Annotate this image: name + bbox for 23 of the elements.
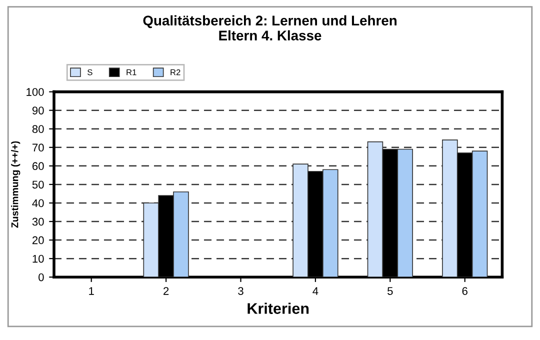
x-tick-label: 4 [312,287,318,295]
x-tick-label: 3 [238,287,244,295]
y-tick-label: 90 [32,106,44,114]
x-tick-label: 6 [462,287,468,295]
y-tick-label: 10 [32,254,44,263]
y-tick-label: 100 [26,88,44,96]
y-tick-label: 50 [32,180,44,189]
y-tick-label: 40 [32,199,44,208]
x-tick-label: 5 [388,287,393,295]
legend-label: R2 [170,69,180,76]
y-tick-label: 60 [32,162,44,170]
legend-label: R1 [126,69,136,76]
x-tick-label: 2 [164,287,169,295]
y-tick-label: 0 [38,273,44,282]
legend-label: S [88,69,92,76]
x-tick-label: 1 [89,287,94,295]
y-tick-label: 20 [32,236,44,244]
x-axis-title: Kriterien [248,302,309,314]
y-tick-label: 80 [32,125,44,133]
y-axis-title: Zustimmung (++/+) [11,141,20,228]
y-tick-label: 70 [32,144,44,152]
chart-title: Qualitätsbereich 2: Lernen und Lehren Eltern 4. Klasse [143,15,396,40]
y-tick-label: 30 [32,218,44,226]
